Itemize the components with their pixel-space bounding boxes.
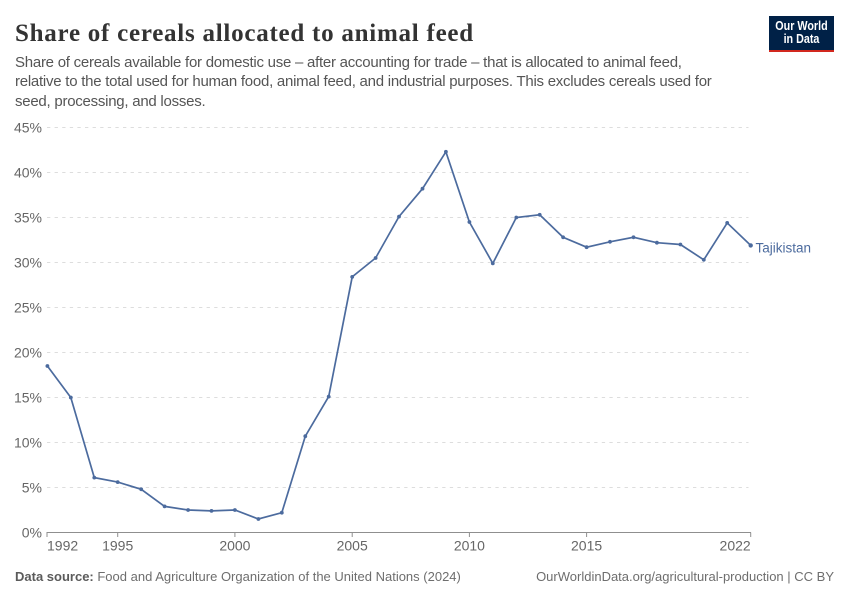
svg-text:25%: 25% [14, 300, 42, 316]
svg-text:2015: 2015 [571, 538, 602, 554]
svg-text:20%: 20% [14, 345, 42, 361]
svg-text:2005: 2005 [337, 538, 368, 554]
svg-text:Tajikistan: Tajikistan [756, 241, 812, 256]
svg-text:2000: 2000 [219, 538, 250, 554]
svg-text:40%: 40% [14, 165, 42, 181]
svg-text:2010: 2010 [454, 538, 485, 554]
svg-text:1992: 1992 [47, 538, 78, 554]
svg-text:45%: 45% [14, 120, 42, 136]
svg-text:1995: 1995 [102, 538, 133, 554]
svg-text:5%: 5% [22, 480, 42, 496]
svg-text:15%: 15% [14, 390, 42, 406]
svg-text:35%: 35% [14, 210, 42, 226]
svg-text:2022: 2022 [720, 538, 751, 554]
svg-text:30%: 30% [14, 255, 42, 271]
svg-text:10%: 10% [14, 435, 42, 451]
svg-text:0%: 0% [22, 525, 42, 541]
